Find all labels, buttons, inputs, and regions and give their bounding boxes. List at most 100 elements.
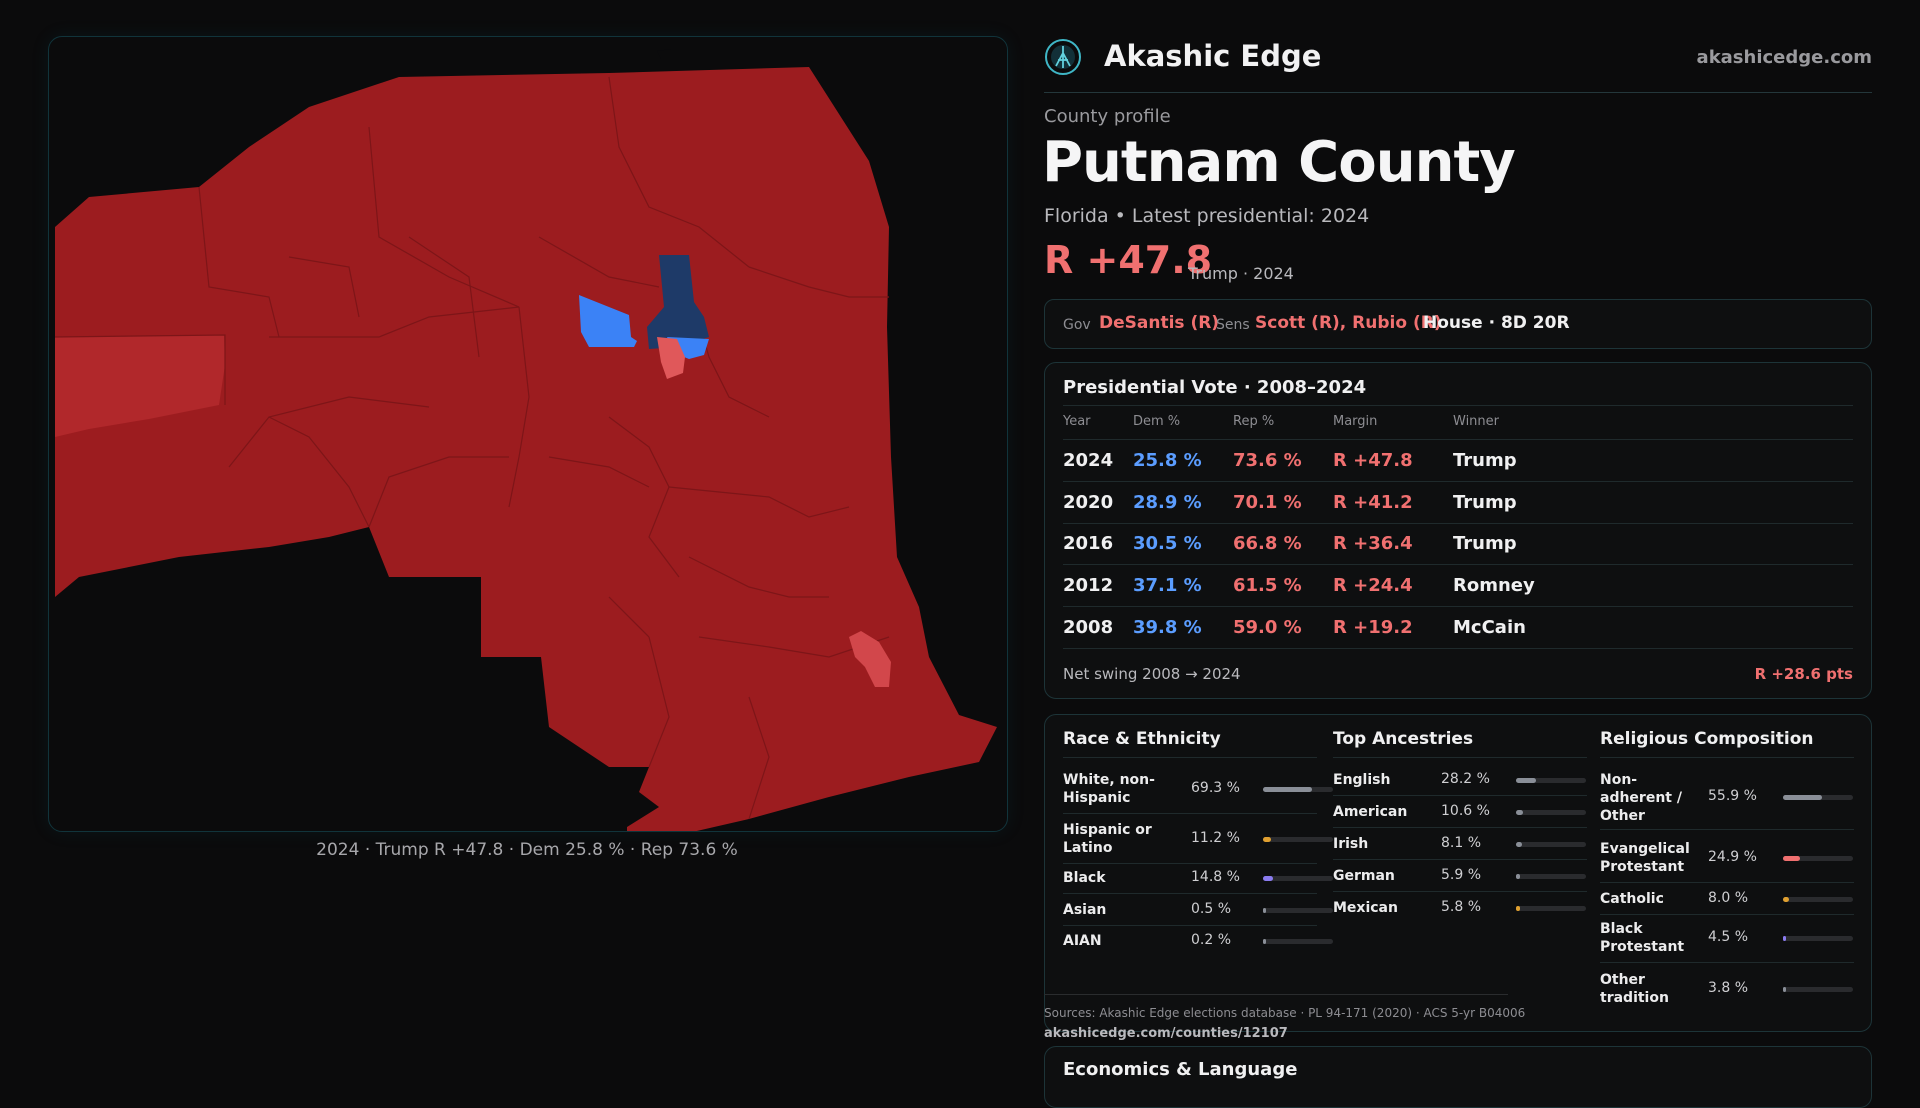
divider [1600,757,1854,758]
col-winner: Winner [1453,414,1500,429]
religion-bar-fill [1783,897,1789,902]
race-bar [1263,939,1333,944]
row-margin: R +36.4 [1333,533,1413,554]
row-dem: 39.8 % [1133,617,1202,638]
county-map-svg[interactable] [49,37,1007,831]
religion-row: Evangelical Protestant 24.9 % [1600,840,1854,878]
map-caption: 2024 · Trump R +47.8 · Dem 25.8 % · Rep … [316,840,738,860]
governor-value: DeSantis (R) [1099,313,1220,333]
precinct-rep-light-city[interactable] [657,337,685,379]
divider [1600,829,1854,830]
race-value: 11.2 % [1191,830,1240,846]
headline-margin: R +47.8 [1044,238,1213,282]
religion-bar-fill [1783,987,1786,992]
net-swing-label: Net swing 2008 → 2024 [1063,665,1241,683]
ancestry-bar-fill [1516,778,1536,783]
race-value: 14.8 % [1191,869,1240,885]
table-row[interactable]: 2020 28.9 % 70.1 % R +41.2 Trump [1045,483,1871,524]
demographics-card: Race & Ethnicity Top Ancestries Religiou… [1044,714,1872,1032]
row-rep: 59.0 % [1233,617,1302,638]
site-link[interactable]: akashicedge.com [1696,47,1872,68]
row-margin: R +47.8 [1333,450,1413,471]
precinct-dem-light-west[interactable] [579,295,637,347]
divider [1063,405,1853,406]
col-rep: Rep % [1233,414,1275,429]
row-margin: R +24.4 [1333,575,1413,596]
divider [1063,481,1853,482]
row-dem: 28.9 % [1133,492,1202,513]
divider [1063,757,1317,758]
religion-bar [1783,936,1853,941]
religion-title: Religious Composition [1600,729,1814,749]
precinct-rep-light-southeast[interactable] [849,631,891,687]
race-bar [1263,876,1333,881]
ancestry-bar-fill [1516,810,1523,815]
ancestry-bar [1516,810,1586,815]
ancestry-label: Mexican [1333,900,1398,916]
county-map[interactable] [48,36,1008,832]
table-row[interactable]: 2016 30.5 % 66.8 % R +36.4 Trump [1045,524,1871,565]
divider [1333,891,1587,892]
ancestry-bar-fill [1516,906,1520,911]
race-label: Asian [1063,902,1107,918]
county-shape[interactable] [55,67,997,831]
ancestry-label: American [1333,804,1408,820]
headline-margin-note: Trump · 2024 [1188,264,1294,283]
religion-bar [1783,897,1853,902]
religion-value: 24.9 % [1708,849,1757,865]
row-year: 2020 [1063,492,1114,513]
sources-link[interactable]: akashicedge.com/counties/12107 [1044,1026,1288,1041]
col-year: Year [1063,414,1091,429]
economics-title: Economics & Language [1063,1059,1298,1080]
race-label: Hispanic or Latino [1063,822,1152,856]
race-bar-fill [1263,939,1266,944]
brand-name[interactable]: Akashic Edge [1104,39,1322,73]
row-rep: 70.1 % [1233,492,1302,513]
religion-bar [1783,856,1853,861]
race-row: White, non-Hispanic 69.3 % [1063,771,1333,809]
house-value: House · 8D 20R [1423,313,1570,333]
race-label: Black [1063,870,1106,886]
logo-icon[interactable] [1044,38,1082,76]
divider [1333,827,1587,828]
race-bar-fill [1263,876,1273,881]
row-year: 2012 [1063,575,1114,596]
table-row[interactable]: 2008 39.8 % 59.0 % R +19.2 McCain [1045,608,1871,649]
ancestry-row: German 5.9 % [1333,867,1587,887]
row-margin: R +41.2 [1333,492,1413,513]
religion-bar-fill [1783,936,1786,941]
divider [1600,882,1854,883]
table-row[interactable]: 2012 37.1 % 61.5 % R +24.4 Romney [1045,566,1871,607]
divider [1063,523,1853,524]
ancestry-value: 10.6 % [1441,803,1490,819]
race-bar [1263,908,1333,913]
row-dem: 30.5 % [1133,533,1202,554]
race-value: 69.3 % [1191,780,1240,796]
precinct-dem-strong[interactable] [647,255,709,349]
table-row[interactable]: 2024 25.8 % 73.6 % R +47.8 Trump [1045,441,1871,482]
ancestry-value: 8.1 % [1441,835,1482,851]
divider [1333,795,1587,796]
divider [1333,859,1587,860]
ancestry-label: English [1333,772,1391,788]
religion-value: 4.5 % [1708,929,1749,945]
divider [1063,564,1853,565]
page-subtitle: Florida • Latest presidential: 2024 [1044,205,1370,227]
page-title: Putnam County [1042,130,1516,195]
lake-feature [657,49,671,59]
row-winner: Trump [1453,450,1517,471]
religion-row: Black Protestant 4.5 % [1600,920,1854,958]
divider [1600,962,1854,963]
religion-label: Other tradition [1600,972,1669,1006]
religion-value: 3.8 % [1708,980,1749,996]
ancestry-label: Irish [1333,836,1369,852]
religion-bar [1783,795,1853,800]
ancestry-label: German [1333,868,1395,884]
precinct-west-light[interactable] [55,335,225,437]
religion-label: Evangelical Protestant [1600,841,1690,875]
religion-row: Other tradition 3.8 % [1600,971,1854,1009]
ancestry-bar-fill [1516,842,1522,847]
ancestry-value: 28.2 % [1441,771,1490,787]
religion-label: Catholic [1600,891,1664,907]
senators-value: Scott (R), Rubio (R) [1255,313,1442,333]
